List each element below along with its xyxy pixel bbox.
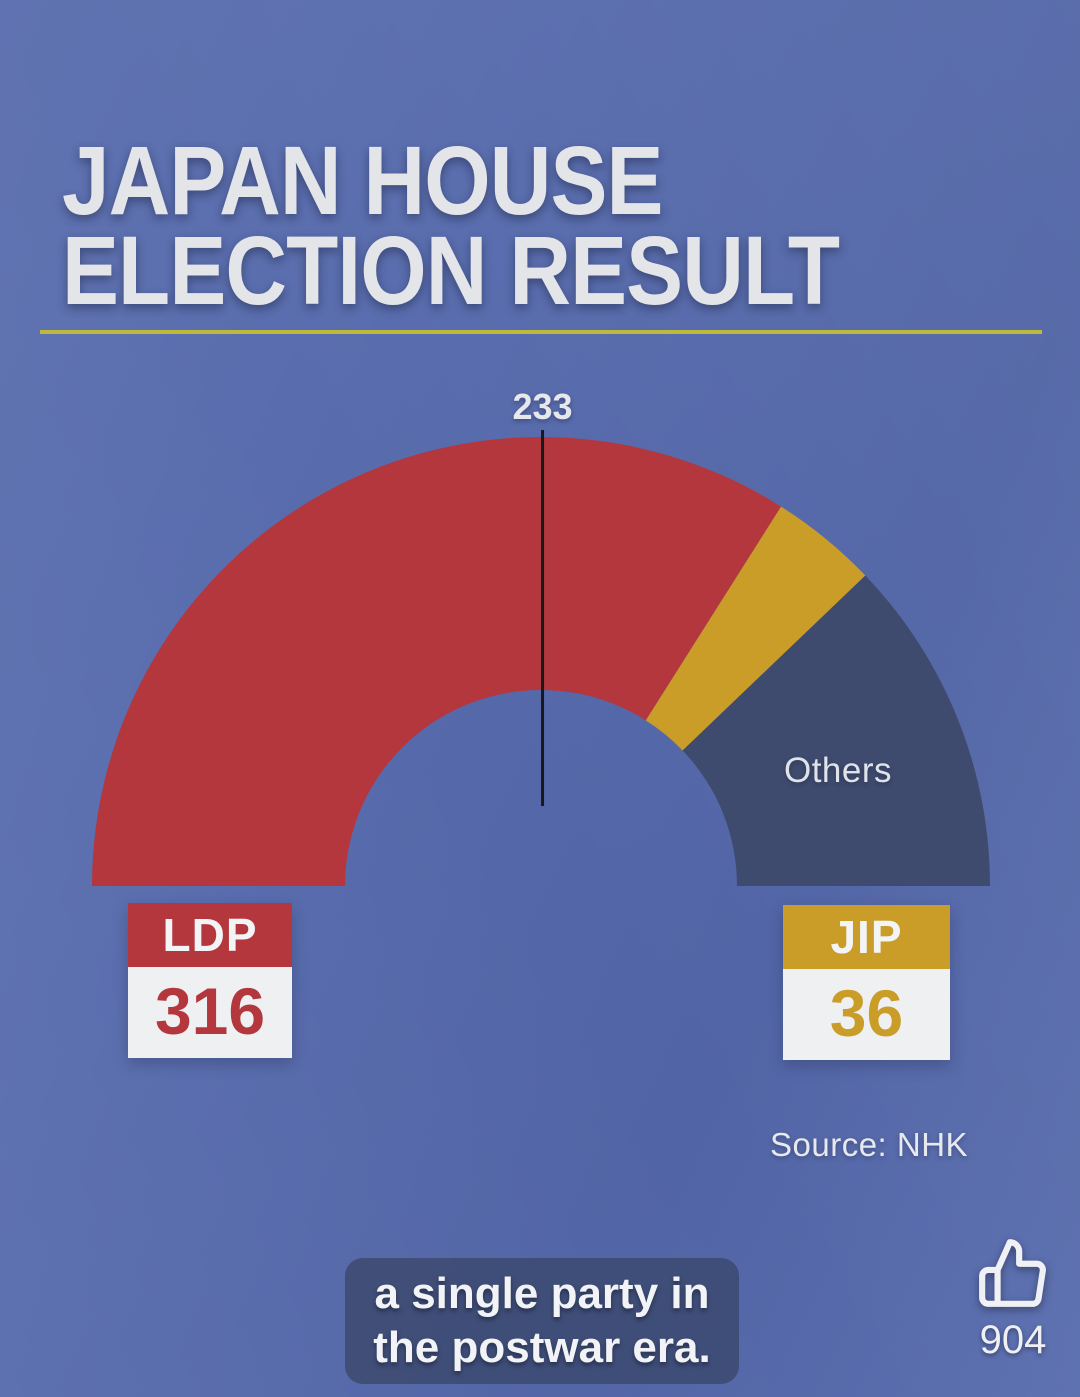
- like-count: 904: [979, 1318, 1047, 1362]
- title-underline: [40, 330, 1042, 334]
- title-line-2: ELECTION RESULT: [62, 216, 840, 325]
- party-name-ldp: LDP: [128, 903, 292, 967]
- subtitle-line-1: a single party in: [374, 1269, 710, 1318]
- segment-ldp: [92, 437, 782, 886]
- party-name-jip: JIP: [783, 905, 950, 969]
- segment-others: [682, 575, 990, 886]
- majority-marker-label: 233: [512, 386, 573, 427]
- party-seats-ldp: 316: [128, 967, 292, 1058]
- thumbs-up-icon: [979, 1239, 1046, 1307]
- party-card-jip: JIP 36: [783, 905, 950, 1060]
- half-donut-chart: [92, 430, 990, 886]
- party-seats-jip: 36: [783, 969, 950, 1060]
- subtitle-line-2: the postwar era.: [373, 1323, 711, 1372]
- segment-jip: [645, 506, 866, 751]
- others-segment-label: Others: [783, 751, 893, 790]
- like-button[interactable]: 904: [968, 1236, 1058, 1363]
- page-title: JAPAN HOUSE ELECTION RESULT: [62, 126, 840, 325]
- title-line-1: JAPAN HOUSE: [62, 126, 663, 235]
- half-donut-chart-area: 233 Others: [92, 386, 990, 886]
- party-card-ldp: LDP 316: [128, 903, 292, 1058]
- source-attribution: Source: NHK: [770, 1126, 969, 1163]
- subtitle-caption: a single party in the postwar era.: [345, 1258, 739, 1384]
